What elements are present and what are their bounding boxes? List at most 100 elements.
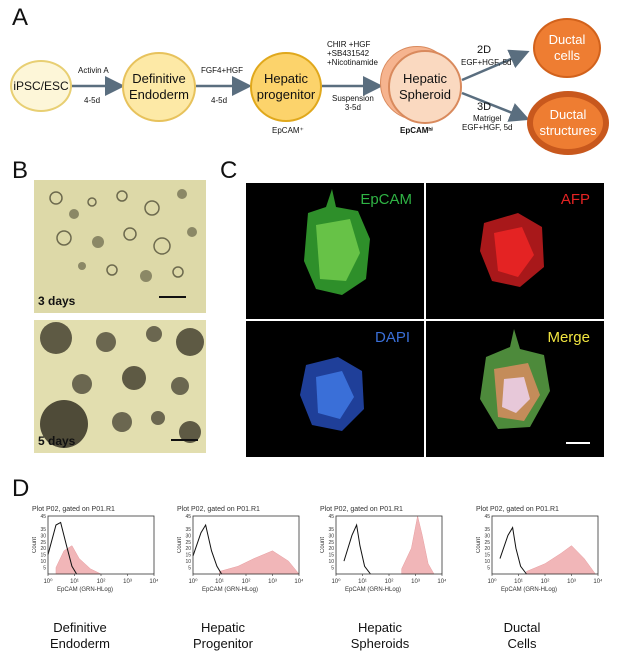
node-hepatic-spheroid: Hepatic Spheroid bbox=[380, 46, 464, 126]
condition-hepatic-spheroids: Hepatic Spheroids bbox=[340, 620, 420, 652]
arrow-down-bottom-labels: Matrigel EGF+HGF, 5d bbox=[462, 114, 512, 132]
node-hs-line2: Spheroid bbox=[398, 87, 452, 102]
y-tick-label: 10 bbox=[484, 559, 490, 565]
y-tick-label: 20 bbox=[328, 546, 334, 552]
y-tick-label: 10 bbox=[185, 559, 191, 565]
x-tick-label: 10⁴ bbox=[149, 578, 158, 585]
node-ipsc-label: iPSC/ESC bbox=[13, 79, 69, 93]
micrograph-3days-label: 3 days bbox=[38, 294, 76, 308]
x-tick-label: 10⁰ bbox=[331, 578, 341, 585]
y-tick-label: 5 bbox=[487, 566, 490, 572]
arrow-hs-to-dc bbox=[461, 49, 530, 82]
arrow3-top-line3: +Nicotinamide bbox=[327, 58, 378, 67]
node-ds-line1: Ductal bbox=[549, 107, 587, 122]
y-tick-label: 45 bbox=[185, 514, 191, 520]
y-tick-label: 35 bbox=[40, 527, 46, 533]
node-de-line2: Endoderm bbox=[129, 87, 189, 102]
epcam-label: EpCAM bbox=[360, 191, 412, 208]
x-tick-label: 10⁴ bbox=[437, 578, 446, 585]
x-tick-label: 10¹ bbox=[358, 579, 367, 585]
micrograph-3days-cells bbox=[49, 189, 197, 298]
ductal-structures-inner: Ductal structures bbox=[533, 97, 603, 149]
node-ipsc: iPSC/ESC bbox=[10, 60, 72, 112]
spheroid-front-circle: Hepatic Spheroid bbox=[388, 50, 462, 124]
x-tick-label: 10¹ bbox=[70, 579, 79, 585]
afp-label: AFP bbox=[560, 191, 590, 208]
y-tick-label: 20 bbox=[40, 546, 46, 552]
hist3-title: Plot P02, gated on P01.R1 bbox=[320, 506, 403, 513]
arrow3-top-line2: +SB431542 bbox=[327, 49, 370, 58]
condition4-line1: Ductal bbox=[503, 620, 541, 635]
dapi-label: DAPI bbox=[374, 329, 410, 346]
panel-label-b: B bbox=[12, 157, 29, 184]
y-axis-label: Count bbox=[177, 537, 183, 553]
condition1-line1: Definitive bbox=[53, 620, 107, 635]
arrow3-bottom-line2: 3-5d bbox=[344, 103, 361, 112]
y-tick-label: 35 bbox=[484, 527, 490, 533]
histogram-hepatic-spheroids: Plot P02, gated on P01.R1 5 10 15 20 25 30 35 4… bbox=[320, 506, 446, 610]
node-ductal-structures: Ductal structures bbox=[527, 91, 609, 155]
x-tick-label: 10³ bbox=[411, 579, 420, 585]
histogram-definitive-endoderm: Plot P02, gated on P01.R1 5 10 15 20 25 30 35 4… bbox=[32, 506, 158, 610]
node-hs-line1: Hepatic bbox=[402, 71, 448, 86]
x-tick-label: 10¹ bbox=[514, 579, 523, 585]
afp-stain bbox=[480, 213, 544, 287]
condition4-line2: Cells bbox=[507, 636, 537, 651]
micrograph-5days-spheroids bbox=[40, 322, 204, 448]
y-tick-label: 15 bbox=[40, 553, 46, 559]
merge-stain bbox=[480, 329, 590, 444]
histogram-ductal-cells: Plot P02, gated on P01.R1 5 10 15 20 25 30 35 4… bbox=[476, 506, 602, 610]
node-definitive-endoderm: Definitive Endoderm bbox=[122, 52, 196, 122]
control-histogram bbox=[192, 523, 223, 575]
flow-arrows bbox=[70, 49, 530, 122]
arrow-down-top-label: 3D bbox=[477, 101, 492, 113]
fluorescence-dapi: DAPI bbox=[246, 321, 424, 457]
arrow-hs-to-ds bbox=[461, 91, 530, 122]
y-tick-label: 15 bbox=[484, 553, 490, 559]
y-tick-label: 5 bbox=[188, 566, 191, 572]
arrow2-bottom-label: 4-5d bbox=[211, 96, 228, 105]
micrograph-3days: 3 days bbox=[34, 180, 206, 313]
y-tick-label: 30 bbox=[40, 533, 46, 539]
arrow3-top-labels: CHIR +HGF +SB431542 +Nicotinamide bbox=[327, 40, 378, 67]
fluorescence-merge: Merge bbox=[426, 321, 604, 457]
merge-label: Merge bbox=[547, 329, 590, 346]
condition3-line2: Spheroids bbox=[350, 636, 410, 651]
arrow-down-line1: Matrigel bbox=[473, 114, 502, 123]
y-tick-label: 20 bbox=[185, 546, 191, 552]
condition-definitive-endoderm: Definitive Endoderm bbox=[30, 620, 130, 652]
y-tick-label: 15 bbox=[328, 553, 334, 559]
x-tick-label: 10² bbox=[242, 579, 251, 585]
y-tick-label: 25 bbox=[40, 540, 46, 546]
y-tick-label: 10 bbox=[328, 559, 334, 565]
stained-histogram bbox=[401, 515, 435, 575]
arrow-down-line2: EGF+HGF, 5d bbox=[462, 123, 513, 132]
y-axis-label: Count bbox=[320, 537, 326, 553]
condition3-line1: Hepatic bbox=[357, 620, 403, 635]
node-ductal-cells: Ductal cells bbox=[533, 18, 601, 78]
x-tick-label: 10⁰ bbox=[487, 578, 497, 585]
y-axis-label: Count bbox=[476, 537, 482, 553]
control-histogram bbox=[47, 521, 78, 575]
y-tick-label: 45 bbox=[484, 514, 490, 520]
x-tick-label: 10⁰ bbox=[188, 578, 198, 585]
x-tick-label: 10² bbox=[97, 579, 106, 585]
arrow1-top-label: Activin A bbox=[78, 66, 109, 75]
x-tick-label: 10¹ bbox=[215, 579, 224, 585]
x-tick-label: 10⁴ bbox=[294, 578, 303, 585]
y-tick-label: 10 bbox=[40, 559, 46, 565]
node-de-line1: Definitive bbox=[132, 71, 186, 86]
node-ds-line2: structures bbox=[539, 123, 597, 138]
panel-label-a: A bbox=[12, 4, 29, 31]
condition-ductal-cells: Ductal Cells bbox=[482, 620, 562, 652]
y-tick-label: 15 bbox=[185, 553, 191, 559]
y-tick-label: 25 bbox=[328, 540, 334, 546]
arrow3-bottom-labels: Suspension 3-5d bbox=[332, 94, 374, 112]
y-tick-label: 5 bbox=[331, 566, 334, 572]
y-tick-label: 5 bbox=[43, 566, 46, 572]
hist1-title: Plot P02, gated on P01.R1 bbox=[32, 506, 115, 513]
fluorescence-afp: AFP bbox=[426, 183, 604, 319]
